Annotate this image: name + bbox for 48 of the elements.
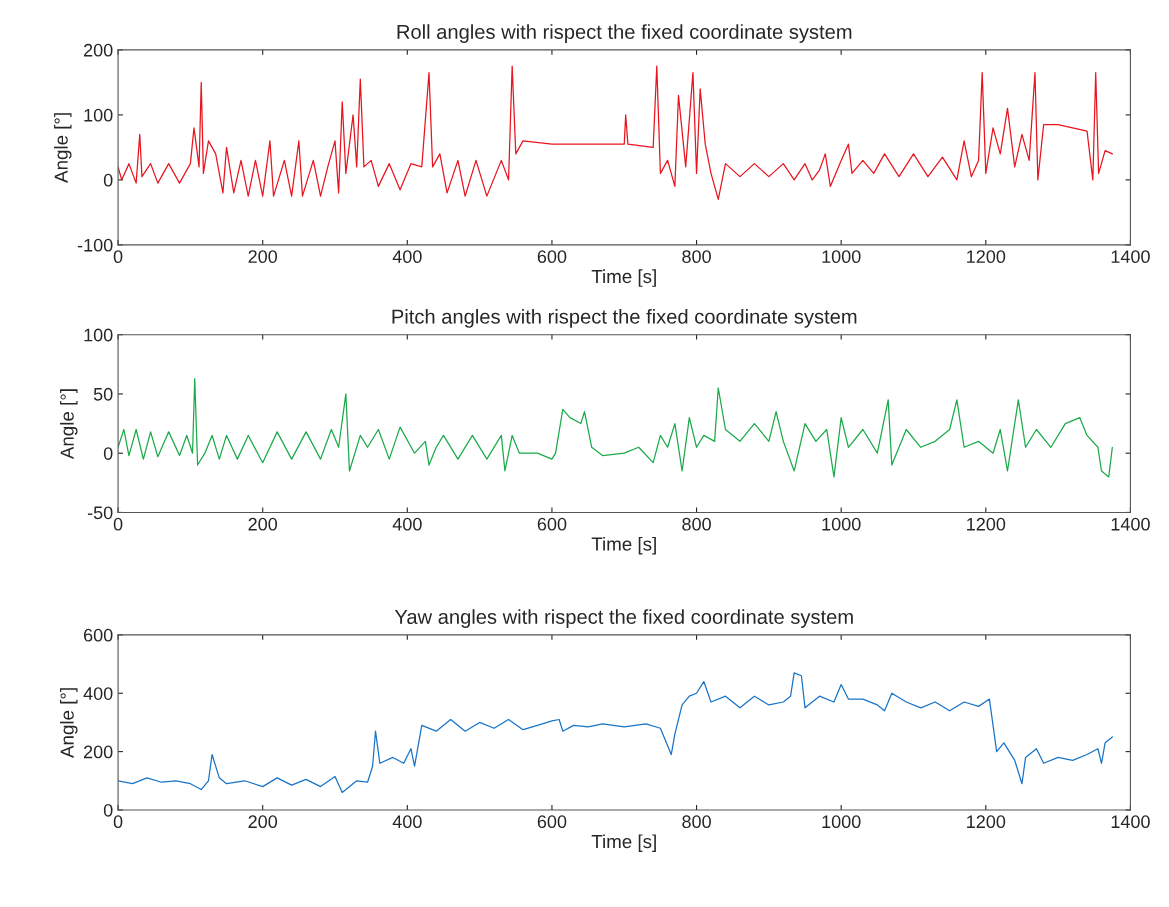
x-tick-label: 1000 (822, 815, 861, 829)
y-tick-label: -100 (77, 238, 113, 252)
x-tick-label: 0 (113, 517, 123, 531)
x-axis-title: Time [s] (591, 536, 656, 555)
x-tick-label: 0 (113, 250, 123, 264)
y-tick-label: 50 (93, 387, 113, 401)
chart-title: Yaw angles with rispect the fixed coordinate system (394, 609, 853, 628)
x-tick-label: 400 (392, 517, 422, 531)
y-tick-label: 100 (84, 108, 113, 122)
x-tick-label: 400 (392, 250, 422, 264)
y-axis-title: Angle [°] (60, 688, 78, 758)
chart-title: Roll angles with rispect the fixed coordinate system (397, 24, 852, 43)
x-tick-label: 200 (248, 815, 278, 829)
line-series (118, 672, 1113, 794)
x-tick-label: 400 (392, 815, 422, 829)
x-tick-label: 800 (682, 815, 711, 829)
x-tick-label: 600 (537, 517, 567, 531)
x-tick-label: 1200 (967, 815, 1006, 829)
y-tick-label: 200 (83, 43, 113, 57)
y-tick-label: 0 (103, 447, 113, 460)
y-tick-label: 200 (83, 745, 113, 759)
x-tick-label: 1000 (822, 517, 861, 531)
y-axis-title: Angle [°] (54, 113, 72, 183)
x-tick-label: 800 (682, 517, 711, 531)
x-tick-label: 200 (248, 250, 278, 264)
x-tick-label: 1200 (967, 250, 1006, 264)
x-tick-label: 0 (113, 815, 123, 829)
x-tick-label: 1400 (1111, 250, 1150, 264)
line-series (118, 377, 1113, 478)
x-tick-label: 1000 (822, 250, 861, 264)
x-axis-title: Time [s] (591, 834, 656, 852)
y-tick-label: 100 (84, 328, 113, 342)
y-tick-label: -50 (87, 506, 113, 520)
x-tick-label: 1400 (1111, 815, 1150, 829)
x-tick-label: 600 (537, 815, 567, 829)
x-tick-label: 1200 (967, 517, 1006, 531)
x-axis-title: Time [s] (591, 269, 656, 287)
x-tick-label: 200 (248, 517, 278, 531)
y-axis-title: Angle [°] (60, 389, 78, 460)
y-tick-label: 400 (83, 687, 113, 700)
line-series (118, 65, 1113, 201)
chart-title: Pitch angles with rispect the fixed coordinate system (392, 308, 857, 328)
y-tick-label: 0 (103, 803, 113, 817)
x-tick-label: 1400 (1111, 517, 1150, 531)
y-tick-label: 0 (103, 173, 113, 187)
y-tick-label: 600 (84, 628, 113, 642)
x-tick-label: 600 (537, 250, 567, 264)
x-tick-label: 800 (682, 250, 711, 264)
